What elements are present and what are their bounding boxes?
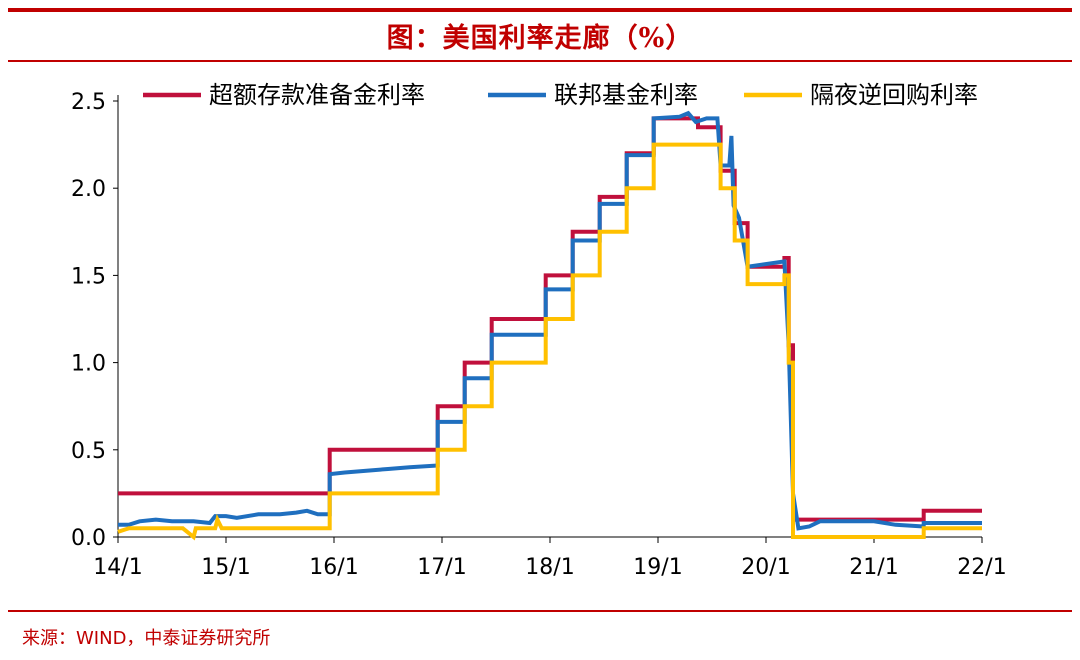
x-tick-label: 21/1 xyxy=(849,555,898,580)
legend-label-2: 隔夜逆回购利率 xyxy=(810,81,978,109)
y-tick-label: 1.0 xyxy=(71,352,106,377)
y-tick-label: 2.0 xyxy=(71,177,106,202)
x-tick-label: 19/1 xyxy=(633,555,682,580)
x-tick-label: 20/1 xyxy=(741,555,790,580)
series-line-1 xyxy=(118,110,982,531)
top-rule xyxy=(8,8,1072,12)
series-layer xyxy=(117,110,982,541)
y-tick-label: 1.5 xyxy=(71,264,106,289)
x-tick-label: 15/1 xyxy=(201,555,250,580)
x-tick-label: 22/1 xyxy=(957,555,1006,580)
chart: 0.0 0.5 1.0 1.5 2.0 2.5 14/1 15/1 16/1 17/1 18/1 19… xyxy=(71,81,1007,580)
legend-label-1: 联邦基金利率 xyxy=(554,81,698,109)
x-tick-label: 18/1 xyxy=(525,555,574,580)
footer-rule xyxy=(8,610,1072,612)
x-tick-label: 14/1 xyxy=(93,555,142,580)
source-note: 来源：WIND，中泰证券研究所 xyxy=(22,628,271,649)
y-tick-label: 2.5 xyxy=(71,90,106,115)
y-tick-label: 0.0 xyxy=(71,526,106,551)
x-tick-label: 16/1 xyxy=(309,555,358,580)
title-rule xyxy=(8,60,1072,62)
legend-label-0: 超额存款准备金利率 xyxy=(209,81,425,109)
chart-title: 图：美国利率走廊（%） xyxy=(386,23,694,54)
axes: 0.0 0.5 1.0 1.5 2.0 2.5 14/1 15/1 16/1 17/1 18/1 19… xyxy=(71,90,1007,580)
series-line-2 xyxy=(117,142,982,541)
x-tick-label: 17/1 xyxy=(417,555,466,580)
y-tick-label: 0.5 xyxy=(71,439,106,464)
legend: 超额存款准备金利率 联邦基金利率 隔夜逆回购利率 xyxy=(143,81,978,109)
